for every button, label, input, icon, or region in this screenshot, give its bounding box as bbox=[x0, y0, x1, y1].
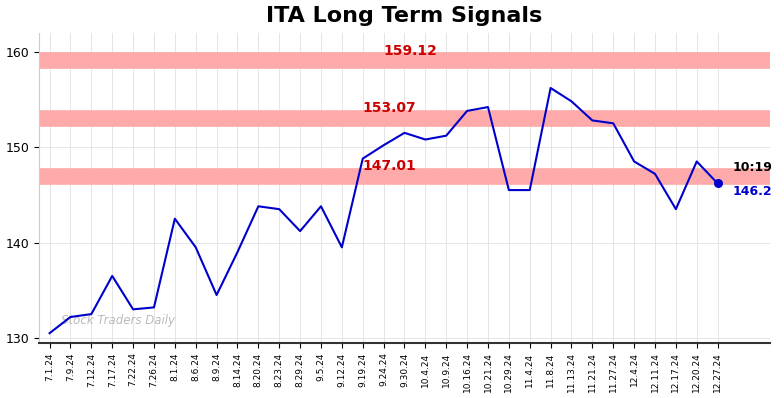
Text: 10:19: 10:19 bbox=[732, 161, 772, 174]
Text: 153.07: 153.07 bbox=[363, 101, 416, 115]
Text: 147.01: 147.01 bbox=[363, 159, 416, 173]
Title: ITA Long Term Signals: ITA Long Term Signals bbox=[267, 6, 543, 25]
Text: Stock Traders Daily: Stock Traders Daily bbox=[61, 314, 175, 327]
Text: 159.12: 159.12 bbox=[383, 44, 437, 58]
Text: 146.2: 146.2 bbox=[732, 185, 772, 198]
Point bbox=[711, 180, 724, 187]
